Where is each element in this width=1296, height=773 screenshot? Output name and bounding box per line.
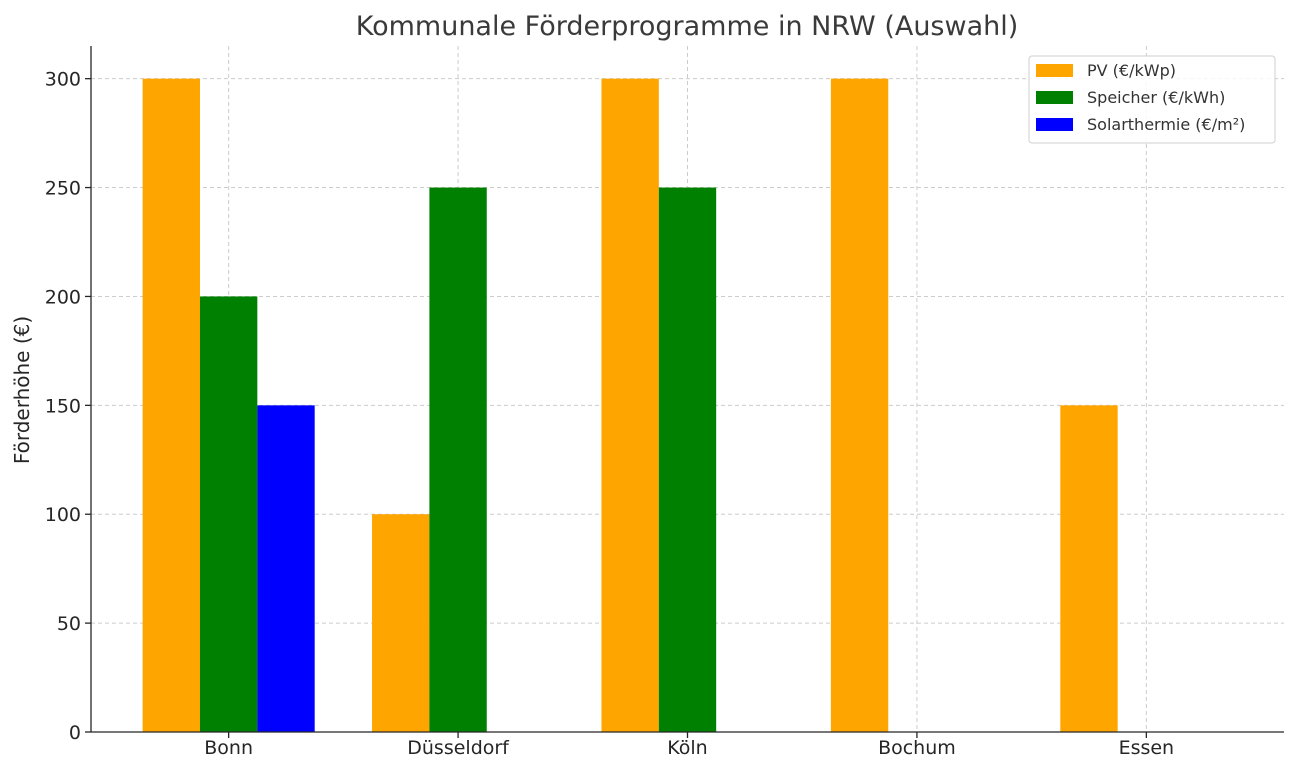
x-tick-label: Bonn — [204, 737, 253, 759]
bar-pv-düsseldorf — [372, 514, 430, 732]
y-tick-label: 300 — [45, 69, 81, 91]
legend-items: PV (€/kWp) Speicher (€/kWh) Solarthermie (… — [1036, 61, 1245, 134]
x-tick-label: Essen — [1119, 737, 1175, 759]
legend-swatch — [1036, 91, 1073, 104]
bars-layer — [142, 78, 1118, 733]
bar-speicher-düsseldorf — [429, 187, 487, 733]
x-tick-label: Bochum — [878, 737, 956, 759]
y-tick-label: 100 — [45, 504, 81, 526]
bar-pv-essen — [1060, 405, 1118, 732]
legend-box — [1028, 55, 1276, 144]
bar-speicher-köln — [658, 187, 717, 733]
x-tick-label: Köln — [667, 737, 707, 759]
y-tick-label: 150 — [45, 395, 81, 417]
legend-swatch — [1036, 64, 1073, 77]
bar-solarthermie-bonn — [257, 405, 315, 732]
legend-swatch — [1036, 118, 1073, 131]
bar-speicher-bonn — [199, 296, 258, 732]
y-tick-label: 200 — [45, 286, 81, 308]
y-tick-label: 0 — [69, 722, 81, 744]
y-axis-title: Förderhöhe (€) — [10, 316, 34, 464]
ticks-layer: 0 50 100 150 200 250 300 Bonn Düsseldorf Köln Boch… — [45, 69, 1174, 759]
y-tick-label: 50 — [57, 613, 81, 635]
legend-label: Speicher (€/kWh) — [1087, 88, 1225, 107]
legend: PV (€/kWp) Speicher (€/kWh) Solarthermie (… — [1028, 55, 1276, 144]
bar-pv-köln — [601, 78, 659, 732]
bar-pv-bochum — [830, 78, 889, 732]
y-tick-label: 250 — [45, 178, 81, 200]
x-tick-label: Düsseldorf — [407, 737, 510, 759]
chart-title: Kommunale Förderprogramme in NRW (Auswah… — [356, 11, 1019, 42]
bar-pv-bonn — [142, 78, 200, 732]
legend-label: Solarthermie (€/m²) — [1087, 115, 1245, 134]
legend-label: PV (€/kWp) — [1087, 61, 1176, 80]
